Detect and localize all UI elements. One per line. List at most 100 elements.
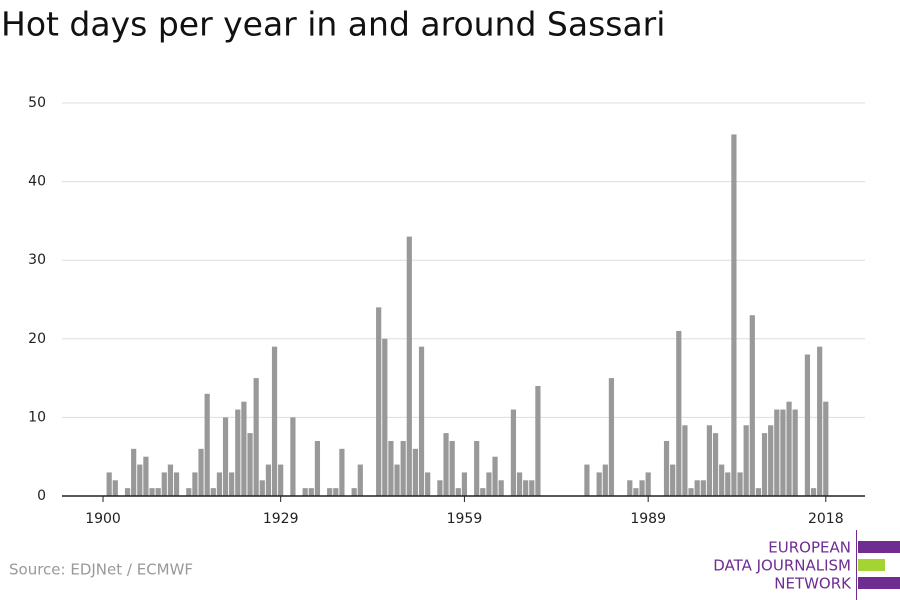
bar <box>645 472 651 496</box>
bar <box>474 440 480 496</box>
y-tick-label: 20 <box>28 331 46 347</box>
logo-text: NETWORK <box>774 575 852 593</box>
bar <box>437 480 443 496</box>
bar <box>523 480 529 496</box>
bar <box>198 448 204 496</box>
bar <box>216 472 223 496</box>
y-tick-label: 0 <box>37 488 46 504</box>
logo-bar <box>858 577 900 589</box>
bar <box>418 346 425 496</box>
bar <box>676 330 682 496</box>
bar <box>627 480 633 496</box>
bar <box>204 393 210 496</box>
x-tick-label: 2018 <box>808 511 844 527</box>
y-tick-label: 40 <box>28 174 46 190</box>
bar <box>167 464 174 496</box>
bar <box>112 480 118 496</box>
bar <box>357 464 363 496</box>
bar <box>124 488 131 496</box>
logo-text: EUROPEAN <box>768 539 851 557</box>
bar <box>596 472 602 496</box>
bar <box>406 236 412 496</box>
bar <box>278 464 284 496</box>
x-tick-label: 1989 <box>630 511 666 527</box>
bar <box>737 472 743 496</box>
bar <box>461 472 468 496</box>
bar <box>492 456 498 496</box>
bar <box>137 464 143 496</box>
bar <box>602 464 608 496</box>
chart-title: Hot days per year in and around Sassari <box>1 5 665 44</box>
bar <box>131 448 137 496</box>
bar <box>412 448 419 496</box>
bar <box>155 488 161 496</box>
bar <box>682 425 688 496</box>
bar <box>486 472 492 496</box>
bar <box>768 425 774 496</box>
bar <box>817 346 823 496</box>
bar <box>584 464 590 496</box>
bar <box>823 401 829 496</box>
logo-bar <box>858 541 900 553</box>
bar <box>235 409 241 496</box>
bar <box>143 456 149 496</box>
bar <box>535 385 541 496</box>
bar <box>608 378 615 496</box>
bar <box>804 354 811 496</box>
bar <box>106 472 112 496</box>
logo-bar <box>858 559 885 571</box>
bar <box>400 440 406 496</box>
bar <box>222 417 229 496</box>
bar <box>161 472 167 496</box>
bar <box>314 440 321 496</box>
bar <box>712 433 719 496</box>
x-tick-label: 1929 <box>263 511 299 527</box>
bar <box>290 417 296 496</box>
bar <box>792 409 798 496</box>
y-tick-label: 10 <box>28 409 46 425</box>
bar <box>339 448 345 496</box>
bar <box>670 464 676 496</box>
bar <box>192 472 198 496</box>
bar <box>780 409 786 496</box>
bar <box>271 346 278 496</box>
bar <box>302 488 308 496</box>
bar <box>498 480 504 496</box>
x-tick-label: 1959 <box>447 511 483 527</box>
bar <box>210 488 216 496</box>
bar <box>394 464 400 496</box>
bar <box>749 315 755 496</box>
bar <box>719 464 725 496</box>
bar <box>529 480 535 496</box>
bar <box>786 401 792 496</box>
bar <box>253 378 259 496</box>
bar <box>725 472 731 496</box>
bar <box>382 338 388 496</box>
logo-text: DATA JOURNALISM <box>713 557 851 575</box>
bar <box>700 480 706 496</box>
bar <box>173 472 180 496</box>
bar <box>425 472 431 496</box>
bar <box>186 488 192 496</box>
source: Source: EDJNet / ECMWF <box>9 561 193 579</box>
bar <box>149 488 155 496</box>
bar <box>510 409 517 496</box>
bar <box>761 433 768 496</box>
bar <box>327 488 333 496</box>
y-tick-label: 30 <box>28 252 46 268</box>
bar <box>706 425 713 496</box>
bar <box>388 440 394 496</box>
x-tick-label: 1900 <box>85 511 121 527</box>
bar <box>259 480 265 496</box>
bar <box>308 488 314 496</box>
bar <box>265 464 272 496</box>
bar <box>633 488 639 496</box>
bar <box>639 480 645 496</box>
bar <box>376 307 382 496</box>
bar <box>455 488 461 496</box>
bar <box>755 488 762 496</box>
bar <box>743 425 749 496</box>
bar <box>810 488 817 496</box>
